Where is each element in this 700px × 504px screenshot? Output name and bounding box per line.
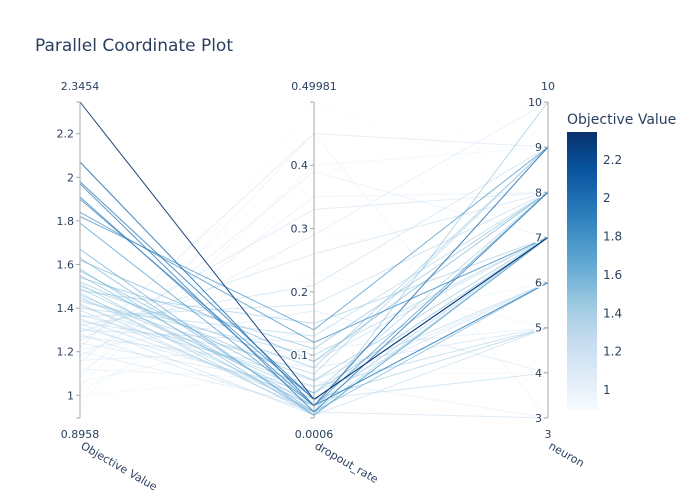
tick-label: 1.2 (57, 346, 75, 359)
tick-label: 7 (535, 231, 542, 244)
tick-label: 8 (535, 186, 542, 199)
tick-label: 0.4 (291, 159, 309, 172)
tick-label: 1.6 (57, 258, 75, 271)
colorbar-tick-label: 2.2 (603, 153, 622, 167)
tick-label: 10 (528, 96, 542, 109)
tick-label: 1 (67, 389, 74, 402)
range-min-label: 3 (545, 428, 552, 441)
tick-label: 1.8 (57, 215, 75, 228)
tick-label: 2.2 (57, 128, 75, 141)
tick-label: 3 (535, 412, 542, 425)
chart-title: Parallel Coordinate Plot (35, 36, 233, 56)
colorbar-tick-label: 1 (603, 383, 611, 397)
range-min-label: 0.8958 (61, 428, 100, 441)
tick-label: 0.2 (291, 286, 309, 299)
axis-label: neuron (547, 439, 587, 470)
tick-label: 2 (67, 171, 74, 184)
colorbar-tick-label: 2 (603, 191, 611, 205)
colorbar-tick-label: 1.4 (603, 306, 622, 320)
range-max-label: 2.3454 (61, 80, 100, 93)
colorbar-tick-label: 1.2 (603, 345, 622, 359)
tick-label: 0.3 (291, 222, 309, 235)
tick-label: 6 (535, 277, 542, 290)
axis-label: dropout_rate (313, 439, 381, 486)
tick-label: 1.4 (57, 302, 75, 315)
axis-label: Objective Value (79, 439, 160, 493)
range-max-label: 0.49981 (291, 80, 337, 93)
colorbar-title: Objective Value (567, 112, 676, 128)
tick-label: 0.1 (291, 349, 309, 362)
range-max-label: 10 (541, 80, 555, 93)
colorbar-tick-label: 1.6 (603, 268, 622, 282)
colorbar-gradient (567, 132, 597, 410)
range-min-label: 0.0006 (295, 428, 334, 441)
colorbar-tick-label: 1.8 (603, 230, 622, 244)
tick-label: 4 (535, 367, 542, 380)
tick-label: 5 (535, 322, 542, 335)
colorbar: Objective Value 1 1.2 1.4 1.6 1.8 2 2.2 (567, 112, 676, 410)
tick-label: 9 (535, 141, 542, 154)
